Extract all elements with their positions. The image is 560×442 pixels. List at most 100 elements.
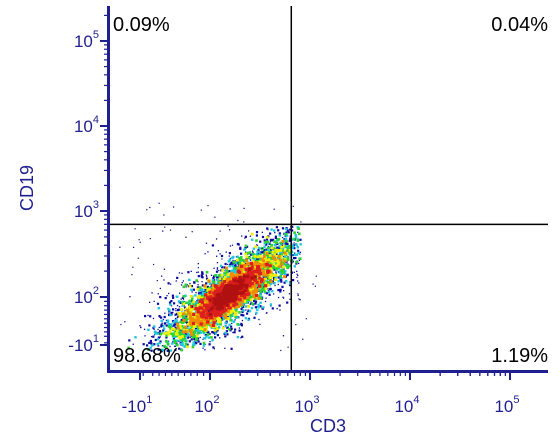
density-point-low bbox=[297, 280, 299, 282]
density-point-low bbox=[144, 335, 146, 337]
density-point-low bbox=[208, 343, 211, 346]
density-point-high bbox=[277, 254, 281, 258]
scatter-event bbox=[196, 300, 198, 302]
density-point-mid-low bbox=[267, 248, 270, 252]
density-point-mid bbox=[238, 311, 241, 314]
density-point-low bbox=[256, 244, 258, 246]
density-point-peak bbox=[235, 279, 239, 283]
density-point-mid-high bbox=[288, 249, 292, 252]
density-point-low bbox=[220, 269, 223, 272]
scatter-event bbox=[221, 258, 223, 260]
density-point-high bbox=[239, 267, 243, 271]
density-point-low bbox=[216, 255, 218, 257]
density-point-low bbox=[272, 238, 275, 241]
density-point-low bbox=[190, 270, 192, 272]
density-point-low bbox=[158, 315, 161, 318]
density-point-low bbox=[221, 280, 223, 282]
density-point-low bbox=[178, 272, 181, 274]
density-point-peak bbox=[200, 298, 204, 302]
density-point-peak bbox=[252, 277, 256, 281]
density-point-mid bbox=[198, 286, 202, 289]
density-point-low bbox=[213, 348, 215, 350]
density-point-mid-low bbox=[177, 300, 181, 303]
density-point-mid bbox=[286, 258, 290, 262]
density-point-peak bbox=[225, 299, 229, 303]
density-point-peak bbox=[208, 298, 212, 302]
density-point-peak bbox=[234, 297, 238, 301]
density-point-peak bbox=[229, 280, 233, 284]
density-point-mid-low bbox=[183, 345, 186, 348]
density-point-mid bbox=[251, 302, 254, 305]
density-point-mid-low bbox=[228, 323, 231, 326]
density-point-low bbox=[249, 253, 253, 256]
density-point-mid bbox=[172, 333, 175, 336]
scatter-event bbox=[261, 247, 263, 249]
density-point-peak bbox=[237, 291, 241, 295]
density-point-peak bbox=[265, 263, 269, 267]
density-point-mid-low bbox=[181, 304, 184, 307]
density-point-mid bbox=[202, 330, 205, 333]
density-point-mid-low bbox=[167, 307, 170, 311]
density-point-mid-low bbox=[285, 280, 288, 283]
density-point-mid-high bbox=[186, 345, 189, 349]
density-point-peak bbox=[228, 306, 232, 310]
density-point-peak bbox=[250, 276, 254, 280]
density-point-mid-low bbox=[169, 303, 172, 306]
density-point-high bbox=[188, 311, 192, 315]
density-point-high bbox=[264, 265, 268, 269]
density-point-peak bbox=[214, 289, 218, 293]
density-point-low bbox=[229, 245, 232, 247]
density-point-mid bbox=[250, 295, 253, 299]
density-point-low bbox=[228, 229, 231, 231]
density-point-low bbox=[295, 262, 298, 265]
density-point-peak bbox=[219, 312, 223, 316]
density-point-low bbox=[160, 325, 163, 328]
density-point-mid bbox=[169, 327, 172, 330]
density-point-mid-low bbox=[232, 270, 235, 273]
scatter-event bbox=[120, 323, 122, 326]
density-point-mid-low bbox=[163, 327, 166, 330]
density-point-peak bbox=[233, 300, 237, 304]
density-point-high bbox=[273, 257, 277, 261]
density-point-mid-high bbox=[235, 258, 239, 262]
density-point-low bbox=[277, 296, 280, 299]
density-point-low bbox=[177, 315, 180, 318]
scatter-event bbox=[178, 340, 180, 342]
density-point-mid bbox=[277, 265, 280, 269]
density-point-peak bbox=[250, 282, 254, 286]
density-point-high bbox=[283, 259, 287, 263]
density-point-low bbox=[220, 254, 224, 258]
density-point-peak bbox=[240, 264, 244, 268]
scatter-event bbox=[131, 274, 133, 276]
density-point-low bbox=[265, 238, 269, 241]
density-point-low bbox=[299, 299, 301, 301]
density-point-high bbox=[234, 274, 238, 278]
density-point-mid-low bbox=[194, 294, 197, 297]
density-point-mid bbox=[240, 256, 243, 259]
density-point-low bbox=[234, 328, 237, 331]
density-point-high bbox=[256, 288, 259, 292]
density-point-mid-high bbox=[229, 311, 233, 314]
density-point-mid bbox=[182, 316, 185, 319]
density-point-mid-high bbox=[180, 308, 183, 311]
density-point-mid-low bbox=[222, 315, 225, 318]
density-point-low bbox=[281, 227, 285, 230]
density-point-low bbox=[225, 251, 227, 253]
density-point-mid-low bbox=[235, 268, 238, 272]
density-point-peak bbox=[210, 298, 214, 302]
density-point-mid-low bbox=[248, 309, 252, 313]
density-point-low bbox=[238, 327, 240, 329]
density-point-peak bbox=[196, 307, 200, 311]
density-point-mid-high bbox=[178, 314, 182, 318]
density-point-high bbox=[193, 319, 197, 323]
density-point-mid-low bbox=[196, 330, 200, 333]
density-point-low bbox=[186, 284, 188, 286]
density-point-mid-low bbox=[149, 346, 152, 349]
density-point-mid-high bbox=[269, 273, 273, 276]
density-point-mid-low bbox=[231, 264, 234, 268]
density-point-mid bbox=[272, 266, 275, 270]
density-point-peak bbox=[221, 295, 225, 299]
density-point-low bbox=[226, 315, 229, 318]
density-point-mid bbox=[287, 250, 291, 254]
density-point-low bbox=[294, 252, 296, 254]
